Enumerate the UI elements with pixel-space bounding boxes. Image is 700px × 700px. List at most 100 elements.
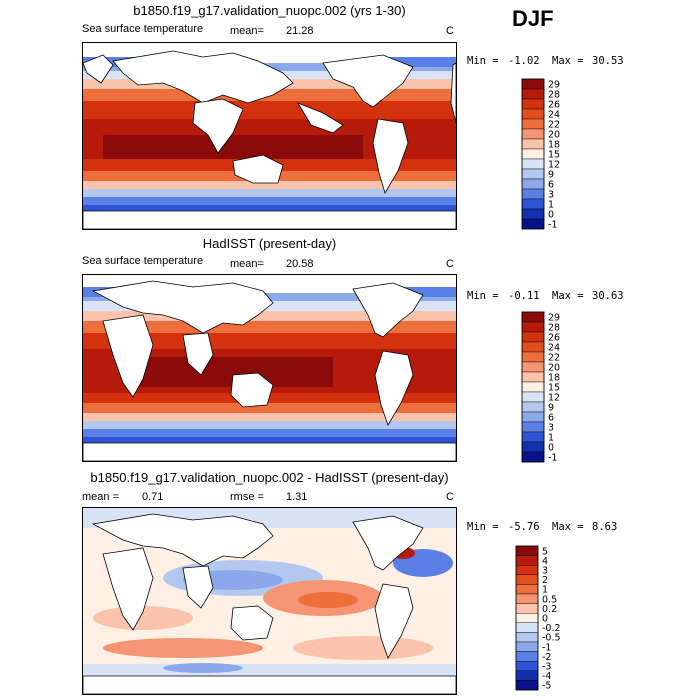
colorbar-swatch [515, 632, 539, 643]
panel-3-mean-value: 0.71 [142, 491, 164, 503]
colorbar-swatch [521, 351, 545, 363]
colorbar-tick-label: 0 [542, 614, 548, 625]
colorbar-swatch [521, 411, 545, 423]
panel-1-title: b1850.f19_g17.validation_nuopc.002 (yrs … [133, 3, 406, 18]
colorbar-tick-label: 18 [548, 140, 560, 151]
colorbar-swatch [521, 158, 545, 170]
colorbar-tick-label: 24 [548, 110, 560, 121]
colorbar-swatch [521, 381, 545, 393]
panel-1-mean-value: 21.28 [286, 25, 314, 37]
colorbar-tick-label: 26 [548, 100, 560, 111]
panel-1-mean-label: mean= [230, 25, 264, 37]
colorbar-tick-label: 22 [548, 120, 560, 131]
colorbar-tick-label: 0 [548, 443, 554, 454]
colorbar-swatch [521, 188, 545, 200]
colorbar-tick-label: 24 [548, 343, 560, 354]
colorbar-tick-label: 6 [548, 180, 554, 191]
colorbar-tick-label: 9 [548, 403, 554, 414]
colorbar-swatch [521, 421, 545, 433]
colorbar-tick-label: 15 [548, 383, 560, 394]
panel-3-min-value: -5.76 [508, 521, 540, 533]
colorbar-tick-label: 0.5 [542, 594, 557, 605]
panel-3-rmse-value: 1.31 [286, 491, 308, 503]
colorbar-swatch [521, 401, 545, 413]
colorbar-swatch [521, 78, 545, 90]
colorbar-swatch [521, 331, 545, 343]
colorbar-swatch [521, 108, 545, 120]
colorbar-tick-label: -2 [542, 652, 551, 663]
panel-3-title: b1850.f19_g17.validation_nuopc.002 - Had… [90, 470, 449, 485]
panel-1-map-svg [83, 43, 456, 229]
panel-2-mean-value: 20.58 [286, 258, 314, 270]
panel-3-map [82, 507, 457, 695]
panel-2-title: HadISST (present-day) [202, 236, 337, 251]
colorbar-swatch [515, 545, 539, 556]
colorbar-tick-label: 3 [542, 566, 548, 577]
colorbar-frame [521, 311, 545, 463]
panel-1-min-value: -1.02 [508, 55, 540, 67]
panel-3-max-label: Max = [552, 521, 584, 533]
panel-1-variable: Sea surface temperature [82, 23, 204, 35]
colorbar-swatch [521, 148, 545, 160]
colorbar-tick-label: 9 [548, 170, 554, 181]
colorbar-tick-label: 26 [548, 333, 560, 344]
colorbar-tick-label: 3 [548, 190, 554, 201]
colorbar-tick-label: -3 [542, 662, 551, 673]
colorbar-tick-label: 20 [548, 130, 560, 141]
colorbar-swatch [521, 311, 545, 323]
colorbar-tick-label: 12 [548, 160, 560, 171]
colorbar-tick-label: -1 [548, 453, 557, 464]
colorbar-swatch [515, 680, 539, 691]
panel-1-max-value: 30.53 [592, 55, 624, 67]
colorbar-swatch [515, 612, 539, 623]
panel-3-units: C [446, 491, 454, 503]
colorbar-swatch [515, 593, 539, 604]
panel-2-min-value: -0.11 [508, 290, 540, 302]
colorbar-swatch [521, 341, 545, 353]
panel-3-mean-label: mean = [82, 491, 119, 503]
colorbar-tick-label: 29 [548, 80, 560, 91]
panel-3-colorbar: 5 4 3 2 1 0.5 0.2 0 -0.2 -0.5 -1 -2 -3 -4 -5 [515, 545, 576, 695]
panel-2-map [82, 274, 457, 462]
colorbar-tick-label: 20 [548, 363, 560, 374]
colorbar-swatch [515, 670, 539, 681]
colorbar-tick-label: -5 [542, 681, 551, 692]
colorbar-swatch [515, 660, 539, 671]
panel-3-map-svg [83, 508, 456, 694]
panel-2-map-svg [83, 275, 456, 461]
panel-3-rmse-label: rmse = [230, 491, 264, 503]
colorbar-tick-label: -1 [542, 642, 551, 653]
colorbar-swatch [515, 651, 539, 662]
colorbar-tick-label: 1 [548, 433, 554, 444]
colorbar-swatch [521, 178, 545, 190]
panel-2-variable: Sea surface temperature [82, 255, 204, 267]
colorbar-swatch [515, 555, 539, 566]
colorbar-tick-label: 28 [548, 323, 560, 334]
colorbar-swatch [521, 118, 545, 130]
colorbar-tick-label: 2 [542, 575, 548, 586]
colorbar-tick-label: 28 [548, 90, 560, 101]
colorbar-tick-label: -0.2 [542, 623, 561, 634]
panel-1-colorbar: 29 28 26 24 22 20 18 15 12 9 6 3 1 0 -1 [521, 78, 582, 234]
colorbar-swatch [521, 208, 545, 220]
colorbar-swatch [515, 565, 539, 576]
colorbar-swatch [521, 168, 545, 180]
colorbar-swatch [521, 98, 545, 110]
colorbar-swatch [521, 441, 545, 453]
colorbar-tick-label: 22 [548, 353, 560, 364]
season-label: DJF [512, 6, 554, 31]
colorbar-tick-label: 29 [548, 313, 560, 324]
panel-2-mean-label: mean= [230, 258, 264, 270]
colorbar-swatch [521, 138, 545, 150]
colorbar-frame [515, 545, 539, 691]
colorbar-tick-label: 0.2 [542, 604, 557, 615]
colorbar-swatch [521, 218, 545, 230]
colorbar-swatch [521, 321, 545, 333]
colorbar-tick-label: 1 [548, 200, 554, 211]
colorbar-swatch [521, 431, 545, 443]
colorbar-frame [521, 78, 545, 230]
colorbar-tick-label: 18 [548, 373, 560, 384]
colorbar-swatch [515, 584, 539, 595]
colorbar-swatch [521, 371, 545, 383]
panel-2-colorbar: 29 28 26 24 22 20 18 15 12 9 6 3 1 0 -1 [521, 311, 582, 467]
